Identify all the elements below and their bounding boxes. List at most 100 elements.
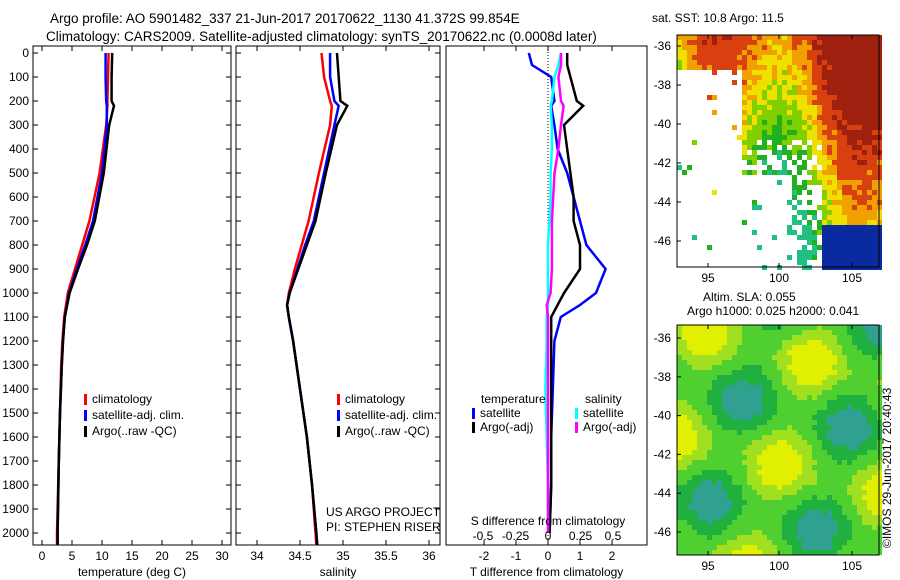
map-cell <box>842 530 847 535</box>
map-cell <box>702 440 707 445</box>
map-cell <box>792 415 797 420</box>
map-cell <box>757 340 762 345</box>
map-cell <box>857 375 862 380</box>
map-cell <box>772 145 777 150</box>
map-cell <box>842 130 847 135</box>
map-cell <box>707 380 712 385</box>
map-cell <box>797 60 802 65</box>
map-cell <box>737 415 742 420</box>
map-cell <box>787 200 792 205</box>
map-cell <box>712 500 717 505</box>
map-cell <box>837 80 842 85</box>
map-cell <box>807 230 812 235</box>
map-cell <box>702 505 707 510</box>
map-cell <box>757 470 762 475</box>
map-cell <box>687 420 692 425</box>
map-cell <box>817 430 822 435</box>
map-cell <box>807 210 812 215</box>
map-cell <box>782 410 787 415</box>
map-cell <box>872 135 877 140</box>
map-cell <box>867 250 872 255</box>
map-cell <box>752 125 757 130</box>
map-cell <box>782 325 787 330</box>
map-cell <box>692 330 697 335</box>
map-cell <box>867 225 872 230</box>
map-cell <box>742 50 747 55</box>
map-cell <box>722 390 727 395</box>
map-cell <box>827 385 832 390</box>
map-cell <box>752 490 757 495</box>
map-cell <box>682 405 687 410</box>
map-cell <box>837 85 842 90</box>
map-cell <box>782 75 787 80</box>
legend-swatch <box>337 394 340 405</box>
map-cell <box>832 375 837 380</box>
map-cell <box>797 535 802 540</box>
map-cell <box>842 520 847 525</box>
map-cell <box>872 395 877 400</box>
map-cell <box>807 85 812 90</box>
map-cell <box>782 405 787 410</box>
map-cell <box>862 95 867 100</box>
map-cell <box>817 530 822 535</box>
map-cell <box>697 435 702 440</box>
map-cell <box>872 255 877 260</box>
map-cell <box>757 110 762 115</box>
map-cell <box>832 170 837 175</box>
map-cell <box>817 175 822 180</box>
map-cell <box>842 470 847 475</box>
map-cell <box>812 520 817 525</box>
map-cell <box>752 355 757 360</box>
map-cell <box>807 180 812 185</box>
map-cell <box>717 460 722 465</box>
map-cell <box>872 505 877 510</box>
map-cell <box>832 225 837 230</box>
map-cell <box>807 420 812 425</box>
map-cell <box>797 505 802 510</box>
map-cell <box>857 425 862 430</box>
map-cell <box>702 375 707 380</box>
map-cell <box>762 135 767 140</box>
map-cell <box>822 200 827 205</box>
depth-tick-label: 1900 <box>2 502 29 516</box>
map-cell <box>822 125 827 130</box>
map-cell <box>722 530 727 535</box>
map-cell <box>742 470 747 475</box>
map-cell <box>867 220 872 225</box>
map-cell <box>737 530 742 535</box>
map-cell <box>732 395 737 400</box>
map-cell <box>757 400 762 405</box>
map-cell <box>837 160 842 165</box>
map-cell <box>732 435 737 440</box>
map-cell <box>727 345 732 350</box>
map-cell <box>837 125 842 130</box>
map-cell <box>727 435 732 440</box>
map-cell <box>822 165 827 170</box>
map-cell <box>752 535 757 540</box>
map-cell <box>712 65 717 70</box>
map-cell <box>802 440 807 445</box>
map-cell <box>852 525 857 530</box>
map-cell <box>847 470 852 475</box>
map-cell <box>782 515 787 520</box>
map-cell <box>797 55 802 60</box>
map-cell <box>872 235 877 240</box>
map-cell <box>817 500 822 505</box>
map-cell <box>862 185 867 190</box>
map-cell <box>732 80 737 85</box>
map-cell <box>827 190 832 195</box>
map-cell <box>792 35 797 40</box>
map-cell <box>807 115 812 120</box>
map-cell <box>802 365 807 370</box>
map-cell <box>762 390 767 395</box>
map-cell <box>787 450 792 455</box>
map-cell <box>862 165 867 170</box>
map-cell <box>772 95 777 100</box>
map-cell <box>757 50 762 55</box>
map-cell <box>707 515 712 520</box>
map-cell <box>797 190 802 195</box>
map-cell <box>812 395 817 400</box>
map-cell <box>807 505 812 510</box>
map-cell <box>857 540 862 545</box>
map-cell <box>762 155 767 160</box>
